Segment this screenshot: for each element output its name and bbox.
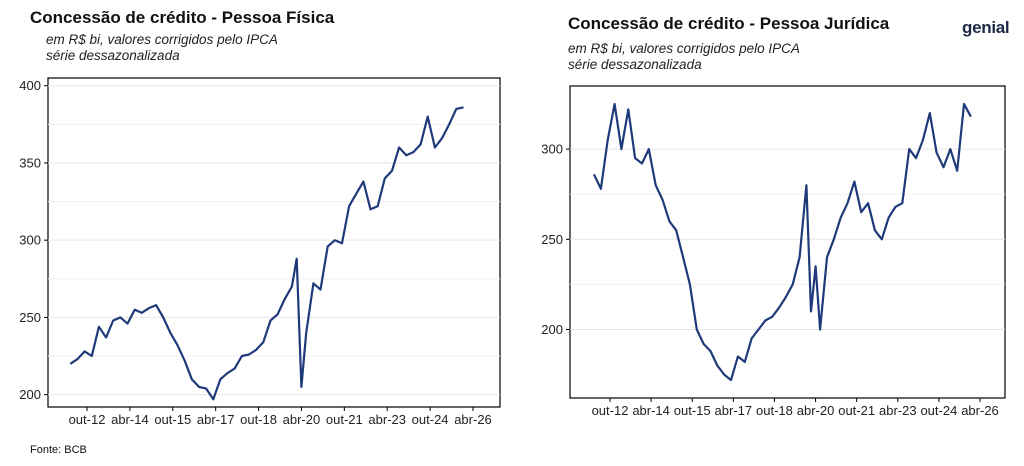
xtick-label-pj-out-12: out-12 [592, 403, 629, 418]
xtick-label-pf-out-18: out-18 [240, 412, 277, 427]
xtick-label-pf-out-21: out-21 [326, 412, 363, 427]
ytick-label-pf-350: 350 [19, 155, 41, 170]
plot-frame-pf [48, 78, 500, 407]
xtick-label-pf-out-24: out-24 [412, 412, 449, 427]
xtick-label-pf-abr-20: abr-20 [283, 412, 321, 427]
xtick-label-pj-out-21: out-21 [838, 403, 875, 418]
series-line-pj-0 [594, 104, 971, 380]
xtick-label-pj-abr-17: abr-17 [715, 403, 753, 418]
xtick-label-pj-abr-23: abr-23 [879, 403, 917, 418]
series-line-pf-0 [70, 107, 463, 399]
ytick-label-pf-200: 200 [19, 387, 41, 402]
plot-frame-pj [570, 86, 1005, 398]
ytick-label-pj-300: 300 [541, 142, 563, 157]
xtick-label-pf-abr-14: abr-14 [111, 412, 149, 427]
xtick-label-pj-out-18: out-18 [756, 403, 793, 418]
ytick-label-pf-250: 250 [19, 310, 41, 325]
ytick-label-pf-300: 300 [19, 233, 41, 248]
xtick-label-pf-abr-23: abr-23 [368, 412, 406, 427]
xtick-label-pf-abr-17: abr-17 [197, 412, 235, 427]
xtick-label-pj-out-24: out-24 [920, 403, 957, 418]
ytick-label-pj-200: 200 [541, 322, 563, 337]
xtick-label-pf-abr-26: abr-26 [454, 412, 492, 427]
ytick-label-pf-400: 400 [19, 78, 41, 93]
xtick-label-pj-abr-26: abr-26 [961, 403, 999, 418]
xtick-label-pf-out-15: out-15 [154, 412, 191, 427]
ytick-label-pj-250: 250 [541, 232, 563, 247]
xtick-label-pf-out-12: out-12 [69, 412, 106, 427]
xtick-label-pj-abr-14: abr-14 [632, 403, 670, 418]
xtick-label-pj-out-15: out-15 [674, 403, 711, 418]
xtick-label-pj-abr-20: abr-20 [797, 403, 835, 418]
